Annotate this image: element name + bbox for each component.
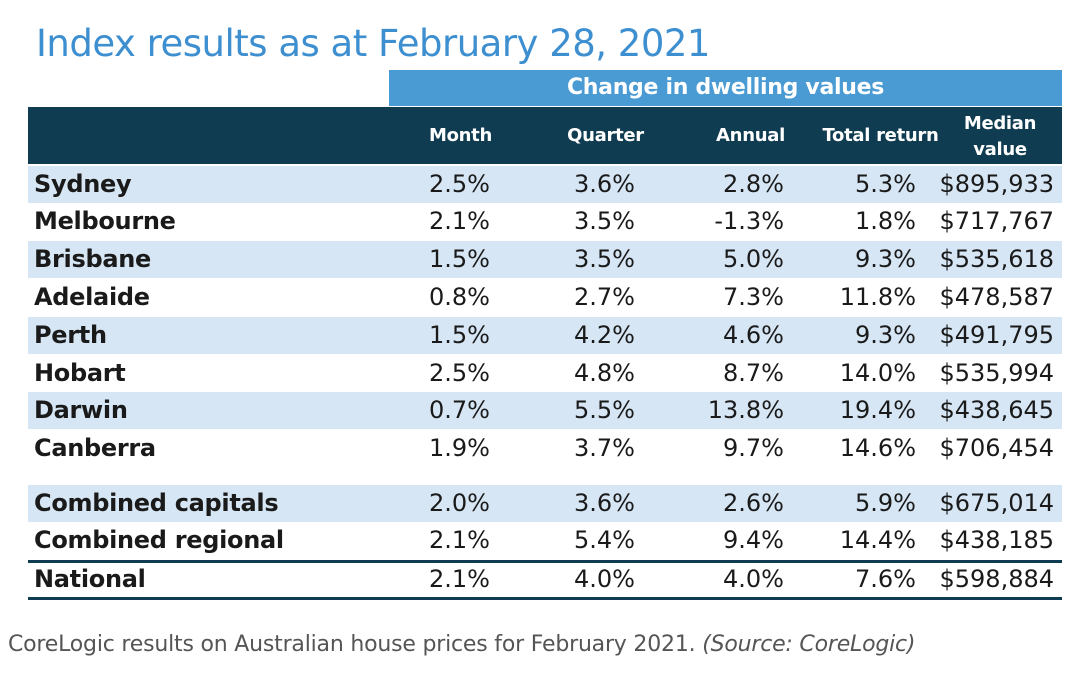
table-row: Sydney 2.5% 3.6% 2.8% 5.3% $895,933 [28,166,1062,203]
cell-quarter: 5.4% [574,526,635,554]
cell-month: 2.5% [429,170,490,198]
national-divider-top [28,560,1062,563]
cell-total-return: 11.8% [839,283,916,311]
cell-total-return: 14.4% [839,526,916,554]
cell-total-return: 14.0% [839,359,916,387]
row-city-label: Perth [34,321,107,349]
table-row: Hobart 2.5% 4.8% 8.7% 14.0% $535,994 [28,355,1062,392]
group-header-change-in-dwelling-values: Change in dwelling values [389,70,1062,106]
cell-quarter: 4.8% [574,359,635,387]
column-header-annual: Annual [716,125,785,146]
cell-total-return: 19.4% [839,396,916,424]
cell-total-return: 7.6% [855,565,916,593]
table-row: Canberra 1.9% 3.7% 9.7% 14.6% $706,454 [28,430,1062,467]
cell-median: $535,618 [939,245,1054,273]
column-header-bar: Month Quarter Annual Total return Median… [28,107,1062,164]
cell-quarter: 3.5% [574,245,635,273]
cell-annual: 4.0% [723,565,784,593]
cell-annual: 2.8% [723,170,784,198]
cell-total-return: 9.3% [855,245,916,273]
table-row: Adelaide 0.8% 2.7% 7.3% 11.8% $478,587 [28,279,1062,316]
caption-text: CoreLogic results on Australian house pr… [8,632,703,657]
cell-total-return: 14.6% [839,434,916,462]
row-city-label: Canberra [34,434,156,462]
row-city-label: Melbourne [34,207,176,235]
cell-total-return: 5.9% [855,489,916,517]
cell-month: 0.7% [429,396,490,424]
cell-median: $717,767 [939,207,1054,235]
table-row: Combined regional 2.1% 5.4% 9.4% 14.4% $438,1… [28,522,1062,559]
cell-month: 2.1% [429,565,490,593]
cell-quarter: 4.0% [574,565,635,593]
cell-total-return: 9.3% [855,321,916,349]
column-header-quarter: Quarter [567,125,644,146]
table-row: Combined capitals 2.0% 3.6% 2.6% 5.9% $675,01… [28,485,1062,522]
column-header-total-return: Total return [822,125,939,146]
cell-quarter: 3.5% [574,207,635,235]
cell-month: 2.5% [429,359,490,387]
cell-quarter: 3.6% [574,170,635,198]
cell-quarter: 3.6% [574,489,635,517]
cell-annual: 5.0% [723,245,784,273]
cell-total-return: 5.3% [855,170,916,198]
cell-annual: 8.7% [723,359,784,387]
national-divider-bottom [28,597,1062,600]
cell-annual: 4.6% [723,321,784,349]
cell-month: 2.1% [429,526,490,554]
cell-median: $598,884 [939,565,1054,593]
cell-annual: 7.3% [723,283,784,311]
page-title: Index results as at February 28, 2021 [36,22,710,65]
cell-month: 2.0% [429,489,490,517]
row-city-label: National [34,565,146,593]
cell-quarter: 5.5% [574,396,635,424]
row-city-label: Adelaide [34,283,150,311]
column-header-month: Month [428,125,492,146]
row-city-label: Darwin [34,396,128,424]
cell-median: $706,454 [939,434,1054,462]
cell-quarter: 3.7% [574,434,635,462]
row-city-label: Hobart [34,359,126,387]
row-city-label: Combined regional [34,526,284,554]
cell-median: $895,933 [939,170,1054,198]
column-header-median-line2: value [973,139,1027,160]
cell-median: $491,795 [939,321,1054,349]
cell-month: 1.5% [429,245,490,273]
cell-annual: -1.3% [714,207,784,235]
table-row: Darwin 0.7% 5.5% 13.8% 19.4% $438,645 [28,392,1062,429]
cell-annual: 2.6% [723,489,784,517]
cell-annual: 13.8% [707,396,784,424]
cell-median: $438,645 [939,396,1054,424]
row-city-label: Combined capitals [34,489,279,517]
cell-median: $478,587 [939,283,1054,311]
row-city-label: Sydney [34,170,132,198]
table-row: Brisbane 1.5% 3.5% 5.0% 9.3% $535,618 [28,241,1062,278]
cell-median: $675,014 [939,489,1054,517]
cell-month: 0.8% [429,283,490,311]
cell-month: 1.5% [429,321,490,349]
cell-annual: 9.4% [723,526,784,554]
column-header-median-value: Median value [948,111,1052,163]
cell-quarter: 4.2% [574,321,635,349]
cell-median: $535,994 [939,359,1054,387]
column-header-median-line1: Median [963,113,1037,134]
cell-annual: 9.7% [723,434,784,462]
cell-quarter: 2.7% [574,283,635,311]
figure-caption: CoreLogic results on Australian house pr… [8,632,916,657]
row-city-label: Brisbane [34,245,151,273]
table-row: Melbourne 2.1% 3.5% -1.3% 1.8% $717,767 [28,203,1062,240]
caption-source: (Source: CoreLogic) [702,632,916,657]
cell-total-return: 1.8% [855,207,916,235]
table-row: National 2.1% 4.0% 4.0% 7.6% $598,884 [28,561,1062,598]
table-row: Perth 1.5% 4.2% 4.6% 9.3% $491,795 [28,317,1062,354]
cell-month: 1.9% [429,434,490,462]
cell-median: $438,185 [939,526,1054,554]
cell-month: 2.1% [429,207,490,235]
